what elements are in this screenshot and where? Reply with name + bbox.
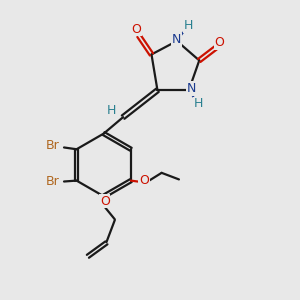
- Text: O: O: [100, 195, 110, 208]
- Text: H: H: [107, 104, 116, 117]
- Text: H: H: [184, 19, 193, 32]
- Text: O: O: [139, 174, 149, 188]
- Text: O: O: [214, 36, 224, 49]
- Text: N: N: [187, 82, 196, 95]
- Text: Br: Br: [46, 175, 59, 188]
- Text: Br: Br: [46, 139, 59, 152]
- Text: O: O: [132, 23, 142, 36]
- Text: N: N: [172, 33, 181, 46]
- Text: H: H: [194, 97, 203, 110]
